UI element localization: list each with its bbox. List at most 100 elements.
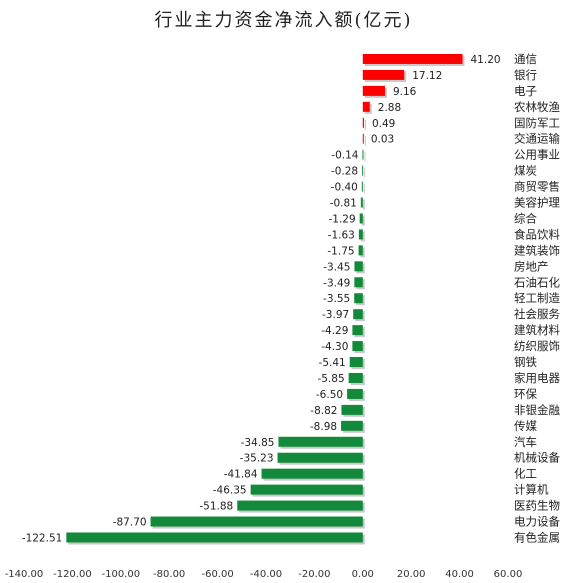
chart-title: 行业主力资金净流入额(亿元) — [154, 10, 413, 31]
bar — [150, 516, 363, 527]
bar-shadow — [361, 215, 365, 226]
category-label: 国防军工 — [514, 116, 560, 130]
category-label: 化工 — [514, 467, 537, 481]
x-axis: -140.00 -120.00 -100.00 -80.00 -60.00 -40.00 -… — [5, 569, 523, 580]
category-label: 房地产 — [514, 259, 549, 273]
value-label: -3.55 — [323, 293, 350, 305]
value-label: -0.40 — [331, 182, 358, 194]
x-tick-label: 20.00 — [397, 569, 426, 580]
category-label: 电子 — [514, 84, 537, 98]
category-label: 非银金融 — [514, 403, 560, 417]
bar — [362, 85, 385, 96]
value-label: -5.41 — [319, 357, 346, 369]
value-label: -1.75 — [327, 245, 354, 257]
bars-layer: 41.20 通信 17.12 银行 9.16 电子 2.88 农林牧渔 0.49 国防军工 0.03… — [22, 52, 560, 545]
value-label: -41.84 — [224, 469, 258, 481]
category-label: 传媒 — [514, 419, 537, 433]
bar — [362, 117, 364, 128]
bar — [354, 277, 363, 288]
value-label: -5.85 — [317, 373, 344, 385]
value-label: -1.63 — [328, 229, 355, 241]
category-label: 机械设备 — [514, 451, 560, 465]
value-label: -122.51 — [22, 532, 63, 544]
bar — [358, 229, 363, 240]
x-tick-label: -40.00 — [250, 569, 282, 580]
value-label: -1.29 — [329, 213, 356, 225]
x-tick-label: -140.00 — [5, 569, 44, 580]
category-label: 交通运输 — [514, 132, 560, 146]
category-label: 汽车 — [514, 435, 537, 449]
x-tick-label: -120.00 — [53, 569, 92, 580]
bar — [341, 404, 363, 415]
category-label: 家用电器 — [514, 371, 560, 385]
bar-shadow — [362, 199, 365, 210]
x-tick-label: -20.00 — [298, 569, 330, 580]
category-label: 社会服务 — [514, 307, 560, 321]
x-tick-label: -60.00 — [201, 569, 233, 580]
category-label: 商贸零售 — [514, 180, 560, 194]
category-label: 银行 — [514, 68, 537, 82]
bar — [359, 213, 363, 224]
bar — [278, 436, 363, 447]
value-label: 2.88 — [378, 102, 401, 114]
category-label: 建筑材料 — [514, 323, 560, 337]
bar — [66, 532, 363, 543]
bar — [353, 309, 363, 320]
bar — [237, 500, 363, 511]
value-label: -34.85 — [241, 437, 275, 449]
bar-shadow — [364, 167, 366, 178]
bar — [341, 420, 363, 431]
value-label: -0.81 — [330, 198, 357, 210]
category-label: 公用事业 — [514, 148, 560, 162]
value-label: -3.97 — [322, 309, 349, 321]
bar — [362, 165, 364, 176]
bar — [348, 372, 363, 383]
value-label: -8.82 — [310, 405, 337, 417]
x-tick-label: -80.00 — [153, 569, 185, 580]
value-label: -6.50 — [316, 389, 343, 401]
bar — [261, 468, 363, 479]
bar — [362, 69, 405, 80]
value-label: 41.20 — [471, 54, 501, 66]
x-tick-label: -100.00 — [101, 569, 140, 580]
value-label: -3.45 — [323, 261, 350, 273]
bar — [360, 197, 363, 208]
x-tick-label: 60.00 — [494, 569, 523, 580]
value-label: 0.03 — [371, 134, 394, 146]
value-label: -3.49 — [323, 277, 350, 289]
value-label: -4.29 — [321, 325, 348, 337]
category-label: 综合 — [514, 211, 537, 225]
bar — [362, 149, 364, 160]
value-label: -0.28 — [331, 166, 358, 178]
value-label: -0.14 — [331, 150, 358, 162]
bar — [362, 101, 370, 112]
bar-shadow — [364, 135, 366, 146]
category-label: 建筑装饰 — [514, 243, 560, 257]
category-label: 电力设备 — [514, 515, 560, 529]
category-label: 轻工制造 — [514, 291, 560, 305]
value-label: -51.88 — [199, 501, 233, 513]
bar — [361, 181, 363, 192]
x-tick-label: 0.00 — [352, 569, 374, 580]
value-label: -8.98 — [310, 421, 337, 433]
value-label: 0.49 — [372, 118, 395, 130]
bar — [354, 261, 363, 272]
category-label: 美容护理 — [514, 196, 560, 210]
category-label: 有色金属 — [514, 530, 560, 544]
category-label: 环保 — [514, 387, 537, 401]
bar — [358, 245, 363, 256]
category-label: 农林牧渔 — [514, 100, 560, 114]
bar — [352, 325, 363, 336]
bar — [277, 452, 363, 463]
category-label: 钢铁 — [514, 355, 537, 369]
category-label: 食品饮料 — [514, 227, 560, 241]
bar — [362, 53, 463, 64]
category-label: 煤炭 — [514, 164, 537, 178]
bar — [347, 388, 363, 399]
bar — [362, 133, 364, 144]
bar-shadow — [360, 231, 365, 242]
bar — [352, 341, 363, 352]
bar — [250, 484, 363, 495]
value-label: 17.12 — [412, 70, 442, 82]
